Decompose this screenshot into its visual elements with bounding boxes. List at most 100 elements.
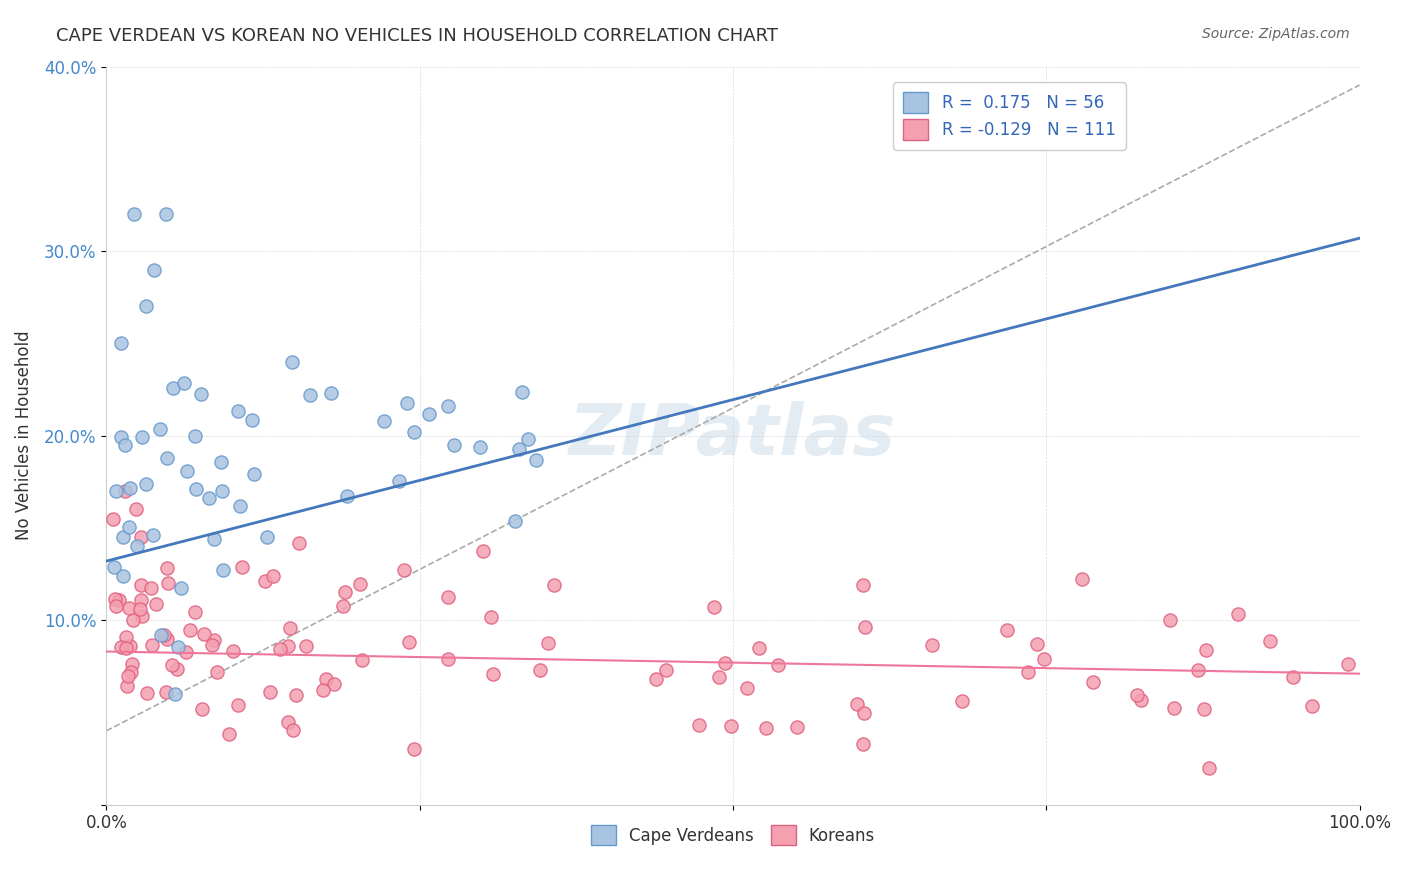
Point bbox=[311, 682, 333, 697]
Point bbox=[1033, 652, 1056, 666]
Point bbox=[482, 666, 505, 681]
Point bbox=[388, 475, 411, 489]
Point bbox=[437, 652, 460, 666]
Point bbox=[111, 569, 134, 583]
Point bbox=[1258, 634, 1281, 648]
Point bbox=[1163, 701, 1185, 715]
Point bbox=[786, 720, 808, 734]
Point bbox=[176, 464, 198, 478]
Point bbox=[229, 500, 252, 514]
Point bbox=[655, 663, 678, 677]
Point bbox=[153, 628, 176, 642]
Point bbox=[122, 613, 145, 627]
Point bbox=[170, 581, 193, 595]
Point bbox=[103, 559, 125, 574]
Point bbox=[155, 685, 177, 699]
Text: ZIPatlas: ZIPatlas bbox=[569, 401, 897, 470]
Point bbox=[277, 639, 299, 653]
Point bbox=[1130, 692, 1153, 706]
Point bbox=[921, 638, 943, 652]
Point bbox=[259, 685, 281, 699]
Point bbox=[207, 665, 229, 679]
Point bbox=[218, 727, 240, 741]
Point bbox=[200, 638, 222, 652]
Point bbox=[118, 481, 141, 495]
Point bbox=[468, 440, 491, 454]
Point bbox=[242, 467, 264, 482]
Point bbox=[120, 665, 142, 680]
Point bbox=[852, 706, 875, 721]
Point bbox=[110, 336, 132, 351]
Point bbox=[748, 641, 770, 656]
Point bbox=[703, 600, 725, 615]
Point bbox=[1301, 698, 1323, 713]
Point bbox=[373, 414, 395, 428]
Point bbox=[262, 569, 284, 583]
Point bbox=[713, 657, 735, 671]
Point bbox=[135, 477, 157, 491]
Point bbox=[333, 585, 356, 599]
Point bbox=[1071, 572, 1094, 586]
Point bbox=[104, 591, 127, 606]
Point bbox=[104, 599, 127, 614]
Point bbox=[755, 722, 778, 736]
Point bbox=[1226, 607, 1249, 622]
Point bbox=[115, 630, 138, 644]
Point bbox=[156, 450, 179, 465]
Point bbox=[281, 723, 304, 738]
Point bbox=[950, 694, 973, 708]
Point bbox=[269, 642, 291, 657]
Point bbox=[115, 679, 138, 693]
Point bbox=[1083, 674, 1105, 689]
Point bbox=[240, 413, 263, 427]
Point bbox=[148, 422, 170, 436]
Point bbox=[202, 633, 225, 648]
Point bbox=[472, 543, 495, 558]
Point bbox=[352, 653, 374, 667]
Point bbox=[479, 610, 502, 624]
Point bbox=[139, 581, 162, 595]
Point bbox=[211, 484, 233, 499]
Point bbox=[1159, 613, 1181, 627]
Point bbox=[277, 715, 299, 730]
Point bbox=[118, 519, 141, 533]
Text: CAPE VERDEAN VS KOREAN NO VEHICLES IN HOUSEHOLD CORRELATION CHART: CAPE VERDEAN VS KOREAN NO VEHICLES IN HO… bbox=[56, 27, 779, 45]
Point bbox=[1026, 636, 1049, 650]
Point bbox=[174, 645, 197, 659]
Point bbox=[202, 532, 225, 546]
Point bbox=[404, 425, 426, 439]
Point bbox=[332, 599, 354, 614]
Point bbox=[122, 207, 145, 221]
Point bbox=[404, 742, 426, 756]
Point bbox=[193, 627, 215, 641]
Point bbox=[114, 438, 136, 452]
Point bbox=[191, 702, 214, 716]
Point bbox=[131, 609, 153, 624]
Point bbox=[115, 641, 138, 656]
Text: Source: ZipAtlas.com: Source: ZipAtlas.com bbox=[1202, 27, 1350, 41]
Point bbox=[688, 718, 710, 732]
Point bbox=[110, 640, 132, 655]
Point bbox=[516, 432, 538, 446]
Point bbox=[852, 738, 875, 752]
Point bbox=[285, 688, 308, 702]
Point bbox=[1198, 761, 1220, 775]
Point bbox=[129, 578, 152, 592]
Point bbox=[183, 429, 205, 443]
Point bbox=[418, 407, 440, 421]
Point bbox=[321, 386, 343, 401]
Point bbox=[110, 430, 132, 444]
Point bbox=[1192, 702, 1215, 716]
Point bbox=[436, 590, 458, 604]
Point bbox=[524, 452, 547, 467]
Point bbox=[198, 491, 221, 505]
Point bbox=[644, 673, 666, 687]
Point bbox=[846, 697, 869, 711]
Point bbox=[226, 403, 249, 417]
Point bbox=[503, 515, 526, 529]
Point bbox=[136, 686, 159, 700]
Point bbox=[322, 676, 344, 690]
Point bbox=[108, 593, 131, 607]
Point bbox=[398, 635, 420, 649]
Point bbox=[256, 530, 278, 544]
